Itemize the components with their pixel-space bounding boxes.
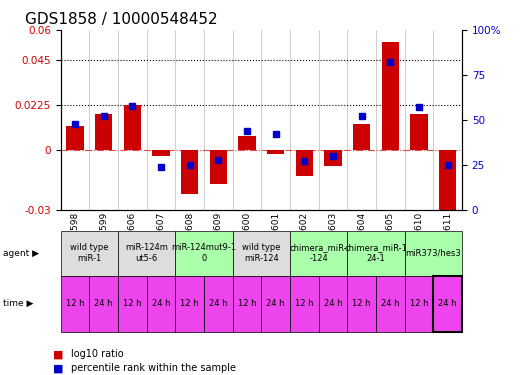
Text: 12 h: 12 h	[123, 299, 142, 308]
Text: 24 h: 24 h	[209, 299, 228, 308]
Text: 24 h: 24 h	[324, 299, 342, 308]
Text: log10 ratio: log10 ratio	[71, 350, 124, 359]
Text: 12 h: 12 h	[66, 299, 84, 308]
Bar	[181, 150, 199, 194]
Text: 12 h: 12 h	[238, 299, 256, 308]
Bar	[95, 114, 112, 150]
Text: agent ▶: agent ▶	[3, 249, 39, 258]
Text: 12 h: 12 h	[352, 299, 371, 308]
Text: time ▶: time ▶	[3, 299, 33, 308]
Text: ■: ■	[53, 350, 63, 359]
Bar	[324, 150, 342, 166]
Bar	[124, 105, 141, 150]
Bar	[153, 150, 169, 156]
Bar	[239, 136, 256, 150]
Bar	[210, 150, 227, 184]
Bar	[439, 150, 456, 216]
Text: chimera_miR-1
24-1: chimera_miR-1 24-1	[345, 243, 408, 263]
Bar	[353, 124, 370, 150]
Text: 12 h: 12 h	[295, 299, 314, 308]
Text: 24 h: 24 h	[381, 299, 400, 308]
Bar	[382, 42, 399, 150]
Bar	[67, 126, 83, 150]
Text: 24 h: 24 h	[152, 299, 171, 308]
Text: 24 h: 24 h	[438, 299, 457, 308]
Text: percentile rank within the sample: percentile rank within the sample	[71, 363, 237, 373]
Text: ■: ■	[53, 363, 63, 373]
Text: miR-124mut9-1
0: miR-124mut9-1 0	[172, 243, 237, 263]
Bar	[410, 114, 428, 150]
Bar	[296, 150, 313, 176]
Text: GDS1858 / 10000548452: GDS1858 / 10000548452	[25, 12, 217, 27]
Text: 12 h: 12 h	[410, 299, 428, 308]
Text: 24 h: 24 h	[267, 299, 285, 308]
Text: chimera_miR-
-124: chimera_miR- -124	[290, 243, 347, 263]
Text: miR373/hes3: miR373/hes3	[406, 249, 461, 258]
Bar	[267, 150, 284, 154]
Text: miR-124m
ut5-6: miR-124m ut5-6	[125, 243, 168, 263]
Text: 12 h: 12 h	[181, 299, 199, 308]
Text: wild type
miR-124: wild type miR-124	[242, 243, 280, 263]
Text: wild type
miR-1: wild type miR-1	[70, 243, 109, 263]
Text: 24 h: 24 h	[95, 299, 113, 308]
